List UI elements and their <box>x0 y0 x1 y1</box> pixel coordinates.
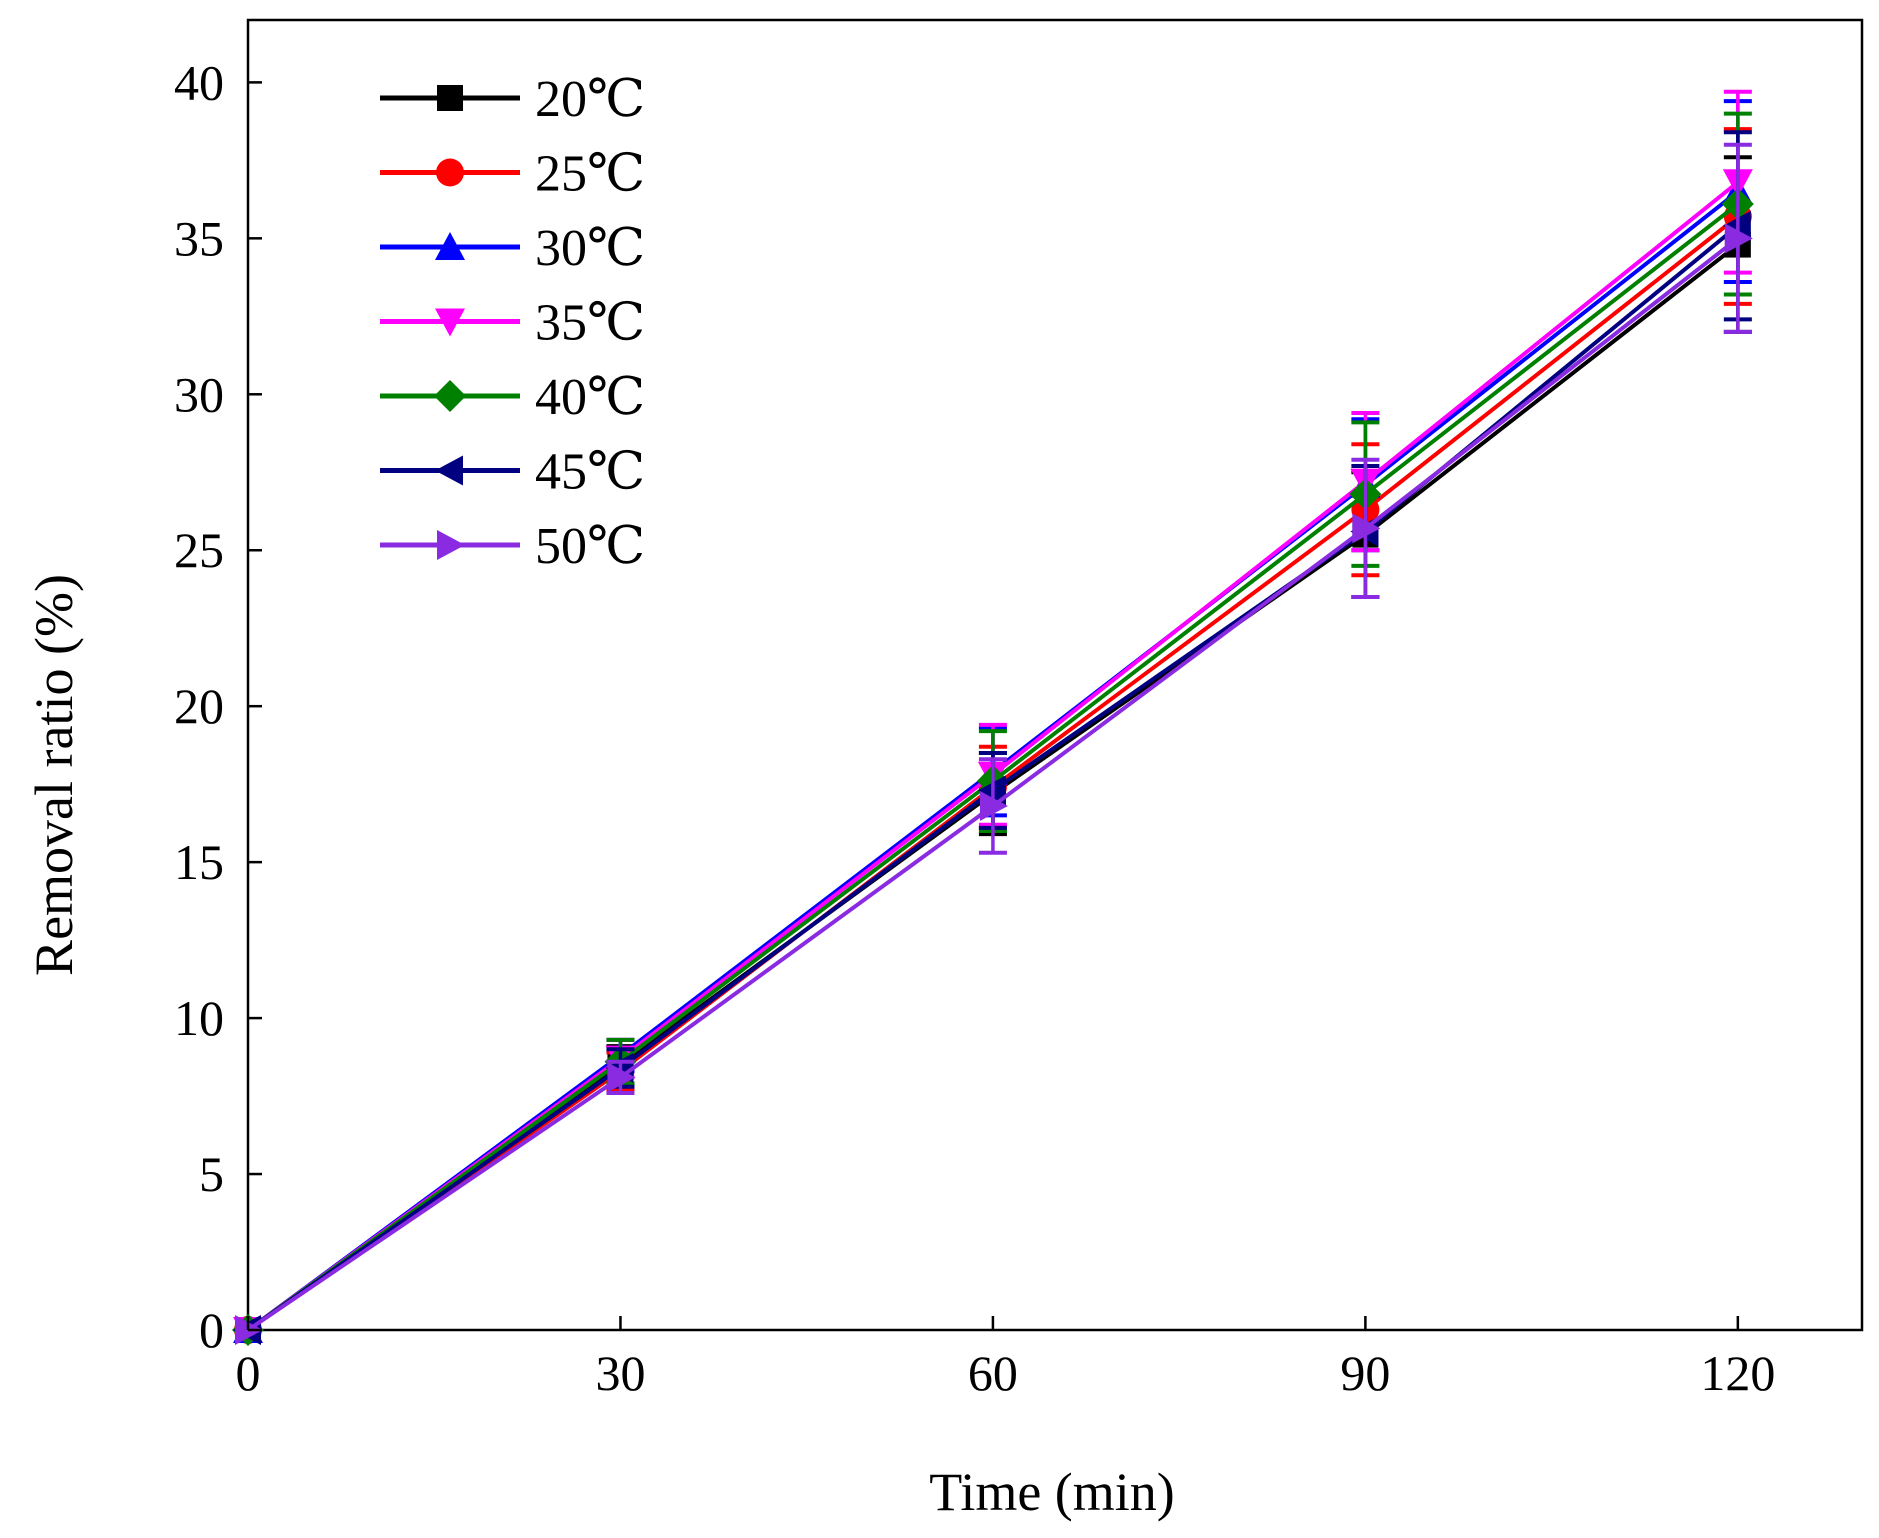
x-tick-label: 30 <box>595 1345 645 1401</box>
y-tick-label: 10 <box>174 990 224 1046</box>
legend-marker <box>436 158 464 187</box>
legend-label: 25℃ <box>535 146 645 203</box>
axes-layer: 0 30 60 90 120 0 5 10 15 20 25 30 35 40 <box>174 54 1775 1401</box>
legend-marker <box>435 308 465 337</box>
series-2 <box>233 99 1753 1343</box>
data-point <box>1724 223 1753 254</box>
y-tick-label: 15 <box>174 834 224 890</box>
legend-label: 20℃ <box>535 71 645 128</box>
legend-entry: 30℃ <box>380 220 645 277</box>
y-tick-label: 30 <box>174 366 224 422</box>
series-4 <box>232 111 1754 1346</box>
plot-area <box>246 18 1864 1332</box>
series-layer <box>232 89 1754 1346</box>
legend-marker <box>437 85 463 111</box>
legend-label: 50℃ <box>535 518 645 575</box>
legend: 20℃ 25℃ 30℃ 35℃ 40℃ 45℃ 50℃ <box>380 71 645 575</box>
plot-frame <box>246 18 1864 1332</box>
x-axis-title: Time (min) <box>929 1462 1175 1522</box>
y-tick-label: 20 <box>174 678 224 734</box>
legend-entry: 35℃ <box>380 295 645 352</box>
legend-entry: 25℃ <box>380 146 645 203</box>
y-tick-label: 5 <box>199 1146 224 1202</box>
data-point <box>979 791 1008 821</box>
legend-entry: 50℃ <box>380 518 645 575</box>
legend-marker <box>435 232 465 260</box>
legend-entry: 45℃ <box>380 444 645 501</box>
y-axis-title: Removal ratio (%) <box>24 574 84 976</box>
legend-label: 35℃ <box>535 295 645 352</box>
legend-label: 45℃ <box>535 444 645 501</box>
legend-label: 40℃ <box>535 369 645 426</box>
y-tick-label: 35 <box>174 210 224 266</box>
y-tick-label: 25 <box>174 522 224 578</box>
x-tick-label: 90 <box>1340 1345 1390 1401</box>
data-point <box>1352 513 1381 544</box>
legend-entry: 20℃ <box>380 71 645 128</box>
legend-marker <box>434 380 466 412</box>
y-tick-label: 40 <box>174 54 224 110</box>
legend-label: 30℃ <box>535 220 645 277</box>
legend-marker <box>435 455 463 486</box>
data-point <box>607 1062 636 1093</box>
x-tick-label: 60 <box>968 1345 1018 1401</box>
series-6 <box>235 142 1753 1345</box>
x-tick-label: 120 <box>1700 1345 1775 1401</box>
y-tick-label: 0 <box>199 1302 224 1358</box>
legend-marker <box>437 530 465 560</box>
x-tick-label: 0 <box>236 1345 261 1401</box>
legend-entry: 40℃ <box>380 369 645 426</box>
series-3 <box>233 89 1753 1345</box>
